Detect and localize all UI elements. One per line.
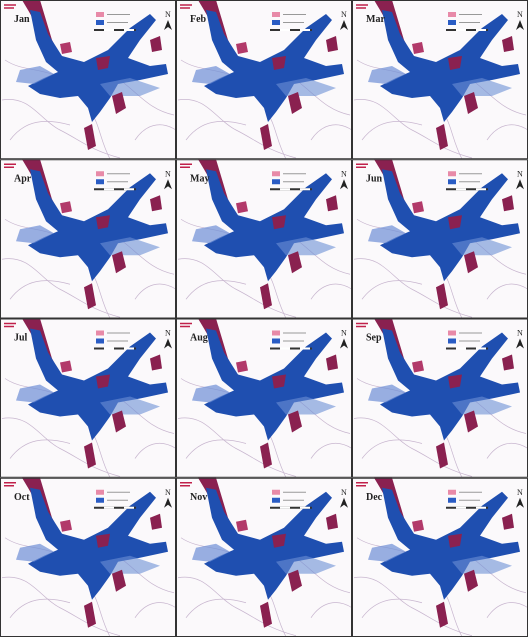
page: Jan N Feb N Mar N Apr N May N Jun N Jul N Aug N Sep N Oct N… <box>0 0 528 637</box>
north-label: N <box>517 329 523 338</box>
map-panel: Dec N <box>352 478 528 637</box>
map-panel: Apr N <box>0 159 176 318</box>
month-label: Nov <box>190 492 207 503</box>
north-label: N <box>517 10 523 19</box>
month-label: Jun <box>366 173 383 184</box>
map-panel: Jan N <box>0 0 176 159</box>
map-panel: Feb N <box>176 0 352 159</box>
month-label: May <box>190 173 209 184</box>
month-label: Jan <box>14 14 30 25</box>
map-panel: Mar N <box>352 0 528 159</box>
map-panel: May N <box>176 159 352 318</box>
north-label: N <box>517 169 523 178</box>
north-label: N <box>341 329 347 338</box>
month-label: Apr <box>14 173 32 184</box>
map-panel: Nov N <box>176 478 352 637</box>
map-panel: Oct N <box>0 478 176 637</box>
north-label: N <box>165 329 171 338</box>
map-panel: Aug N <box>176 319 352 478</box>
month-label: Oct <box>14 492 30 503</box>
month-label: Feb <box>190 14 207 25</box>
month-label: Mar <box>366 14 385 25</box>
north-label: N <box>341 488 347 497</box>
map-panel: Sep N <box>352 319 528 478</box>
north-label: N <box>341 10 347 19</box>
map-figure: Jan N Feb N Mar N Apr N May N Jun N Jul N Aug N Sep N Oct N… <box>0 0 528 637</box>
month-label: Dec <box>366 492 383 503</box>
month-label: Sep <box>366 333 382 344</box>
month-label: Aug <box>190 333 208 344</box>
north-label: N <box>165 169 171 178</box>
north-label: N <box>517 488 523 497</box>
map-panel: Jul N <box>0 319 176 478</box>
month-label: Jul <box>14 333 28 344</box>
north-label: N <box>165 488 171 497</box>
north-label: N <box>341 169 347 178</box>
north-label: N <box>165 10 171 19</box>
map-panel: Jun N <box>352 159 528 318</box>
